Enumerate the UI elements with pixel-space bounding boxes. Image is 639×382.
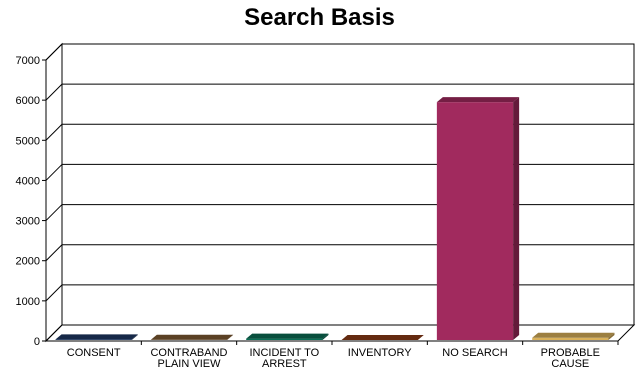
bar-top	[437, 97, 519, 102]
y-tick-label: 0	[34, 336, 40, 348]
bar-top	[151, 335, 233, 340]
x-tick-label: ARREST	[262, 358, 307, 370]
y-tick-label: 6000	[16, 95, 40, 107]
bar-top	[342, 335, 424, 340]
x-tick-label: NO SEARCH	[442, 347, 507, 359]
bar-front	[437, 102, 513, 340]
bar-top	[246, 334, 328, 339]
chart-title: Search Basis	[0, 4, 639, 32]
bar-front	[532, 338, 608, 340]
y-tick-label: 5000	[16, 135, 40, 147]
plot-back-wall	[62, 44, 634, 325]
bar-front	[246, 339, 322, 340]
bar-top	[56, 334, 138, 339]
bar-side	[513, 97, 519, 340]
y-tick-label: 3000	[16, 216, 40, 228]
bar-front	[56, 339, 132, 340]
bar-top	[532, 333, 614, 338]
y-tick-label: 7000	[16, 55, 40, 67]
y-tick-label: 2000	[16, 256, 40, 268]
x-tick-label: PLAIN VIEW	[158, 358, 222, 370]
plot-side-wall	[46, 44, 62, 341]
x-tick-label: INVENTORY	[348, 347, 412, 359]
y-tick-label: 4000	[16, 175, 40, 187]
y-tick-label: 1000	[16, 296, 40, 308]
x-tick-label: CAUSE	[551, 358, 589, 370]
x-tick-label: CONSENT	[67, 347, 121, 359]
